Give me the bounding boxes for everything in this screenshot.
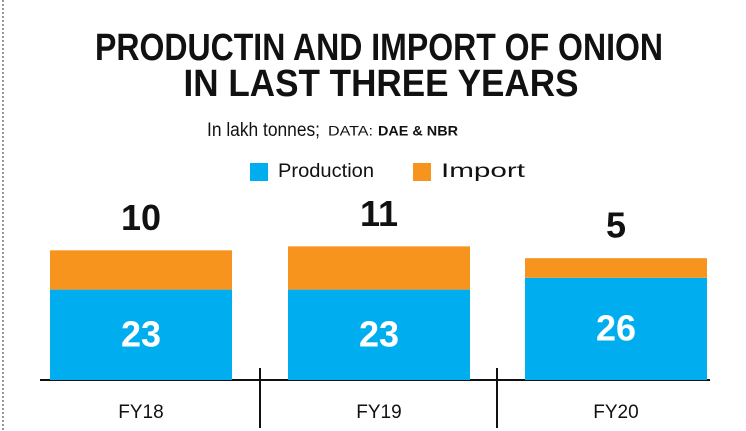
x-tick-label: FY19 bbox=[356, 402, 401, 423]
bar-segment bbox=[525, 277, 707, 380]
value-label: 10 bbox=[121, 197, 161, 238]
chart-title: IN LAST THREE YEARS bbox=[184, 63, 579, 105]
bar-segment bbox=[50, 289, 232, 380]
subtitle: In lakh tonnes; bbox=[207, 120, 320, 141]
x-tick-label: FY18 bbox=[118, 402, 163, 423]
bar-segment bbox=[288, 289, 470, 380]
bar-segment bbox=[50, 250, 232, 290]
x-tick-label: FY20 bbox=[593, 402, 638, 423]
value-label: 23 bbox=[359, 313, 399, 354]
legend-swatch bbox=[413, 163, 431, 181]
source: DAE & NBR bbox=[378, 123, 458, 139]
legend-swatch bbox=[250, 163, 268, 181]
legend-label: Production bbox=[278, 161, 374, 182]
source-label: DATA: bbox=[328, 123, 373, 139]
value-label: 26 bbox=[596, 307, 636, 348]
value-label: 5 bbox=[606, 205, 626, 246]
bar-segment bbox=[288, 246, 470, 290]
bar-segment bbox=[525, 258, 707, 278]
chart-title: PRODUCTIN AND IMPORT OF ONION bbox=[95, 27, 663, 69]
value-label: 11 bbox=[360, 193, 398, 234]
value-label: 23 bbox=[121, 313, 161, 354]
legend-label: Import bbox=[441, 161, 526, 182]
